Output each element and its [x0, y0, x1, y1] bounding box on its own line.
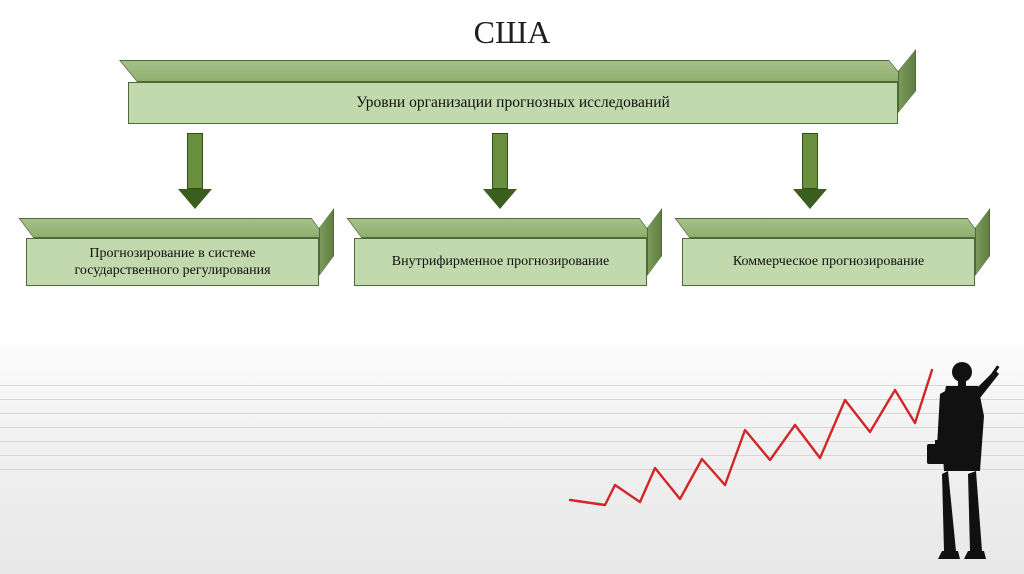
growth-chart-line: [0, 0, 1024, 574]
businessman-silhouette: [920, 356, 1000, 561]
